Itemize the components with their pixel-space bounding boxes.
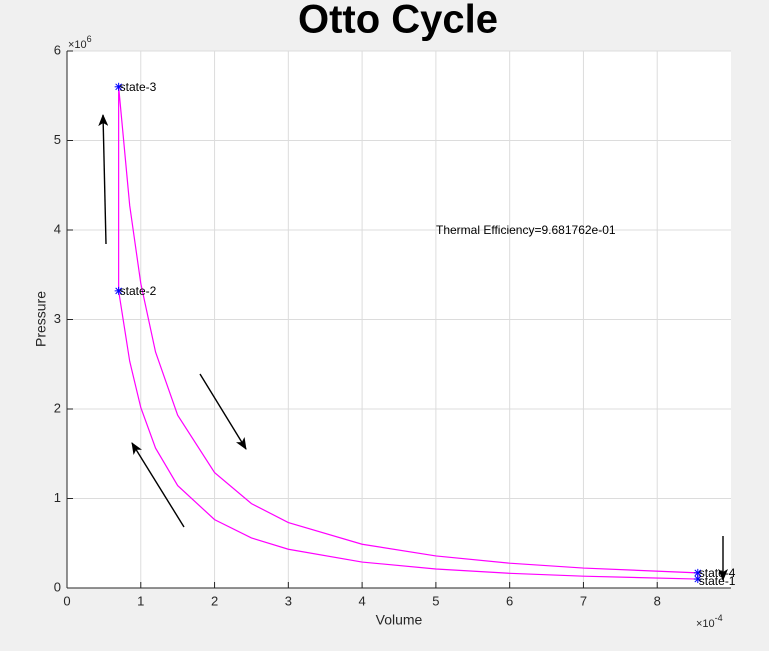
state-marker: [114, 82, 123, 91]
x-tick-label: 2: [211, 593, 218, 608]
x-tick-label: 7: [580, 593, 587, 608]
exponent-power: -4: [715, 613, 723, 623]
x-axis-label: Volume: [376, 612, 423, 628]
chart-title: Otto Cycle: [298, 0, 498, 42]
marker-stroke: [115, 83, 122, 91]
state-marker: [114, 286, 123, 295]
state-label: state-2: [120, 284, 157, 298]
x-tick-label: 0: [63, 593, 70, 608]
x-tick-label: 6: [506, 593, 513, 608]
state-label: state-4: [699, 566, 736, 580]
x-exponent: ×10-4: [696, 613, 723, 630]
y-tick-label: 0: [54, 579, 61, 594]
y-exponent: ×106: [68, 34, 92, 51]
x-tick-label: 4: [358, 593, 365, 608]
exponent-base: ×10: [696, 618, 715, 630]
y-tick-label: 3: [54, 311, 61, 326]
y-tick-label: 6: [54, 42, 61, 57]
arrow: [98, 114, 109, 245]
arrow: [199, 373, 247, 450]
x-tick-label: 3: [285, 593, 292, 608]
state-label: state-3: [120, 80, 157, 94]
exponent-base: ×10: [68, 39, 87, 51]
x-tick-label: 1: [137, 593, 144, 608]
y-tick-label: 1: [54, 490, 61, 505]
exponent-power: 6: [87, 34, 92, 44]
y-tick-label: 5: [54, 132, 61, 147]
arrow: [131, 442, 185, 528]
state-label: state-1: [699, 574, 736, 588]
y-axis-label: Pressure: [33, 291, 49, 347]
state-marker: [693, 568, 702, 577]
x-tick-label: 5: [432, 593, 439, 608]
marker-stroke: [115, 287, 122, 295]
y-tick-label: 2: [54, 400, 61, 415]
marker-stroke: [694, 569, 702, 577]
y-tick-label: 4: [54, 221, 61, 236]
x-tick-label: 8: [654, 593, 661, 608]
annotation: Thermal Efficiency=9.681762e-01: [436, 223, 616, 237]
marker-stroke: [694, 575, 702, 583]
